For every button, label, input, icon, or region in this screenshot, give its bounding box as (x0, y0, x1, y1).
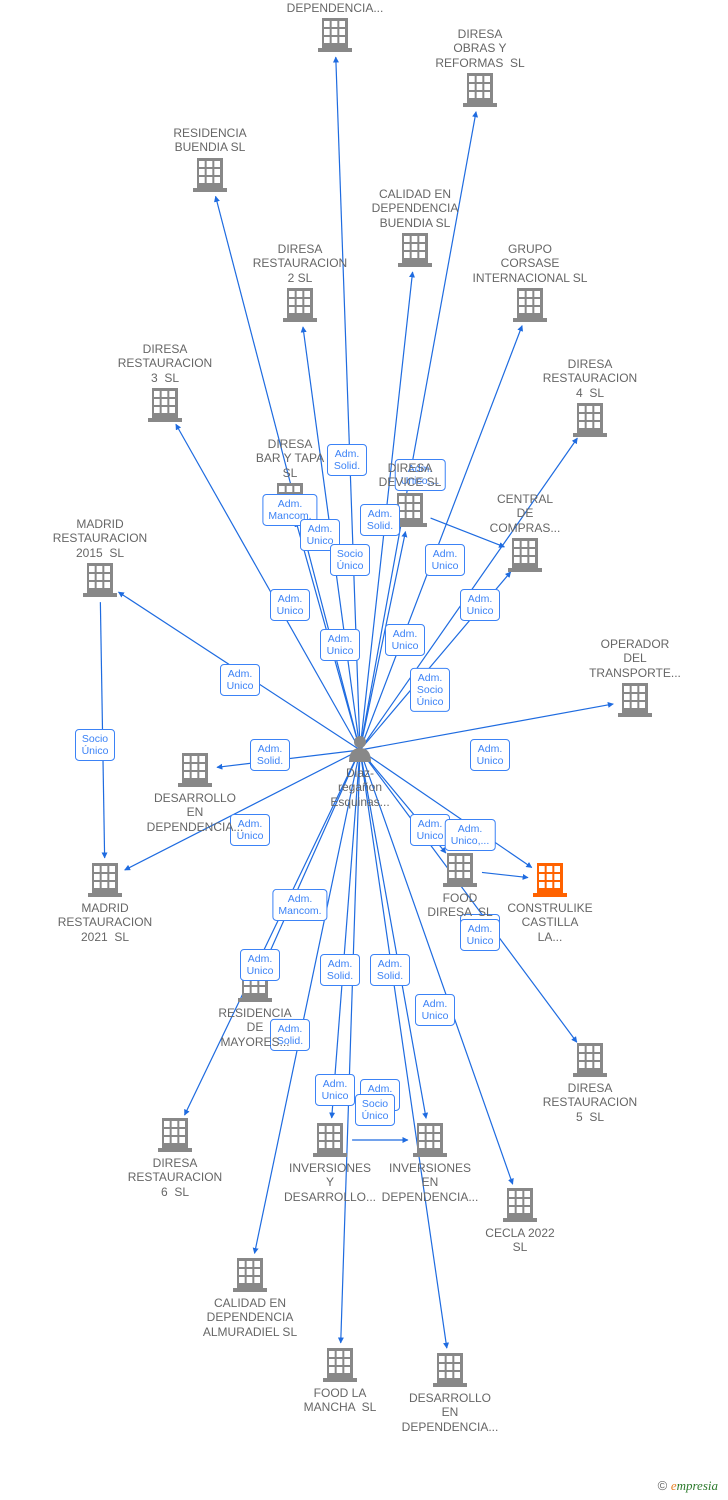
building-icon (413, 1123, 447, 1157)
building-icon (508, 538, 542, 572)
building-icon (273, 483, 307, 517)
building-icon (83, 563, 117, 597)
edge (431, 518, 505, 547)
building-icon (238, 968, 272, 1002)
edge (360, 750, 447, 1348)
building-icon (148, 388, 182, 422)
building-icon (88, 863, 122, 897)
building-icon (443, 853, 477, 887)
building-icon (398, 233, 432, 267)
edge (360, 572, 511, 750)
edge (118, 592, 360, 750)
building-icon (313, 1123, 347, 1157)
building-icon (573, 403, 607, 437)
edge (360, 750, 426, 1118)
edge (360, 704, 613, 750)
edge (341, 750, 360, 1343)
building-icon (283, 288, 317, 322)
building-icon (433, 1353, 467, 1387)
copyright-symbol: © (658, 1478, 668, 1493)
building-icon (533, 863, 567, 897)
building-icon (513, 288, 547, 322)
building-icon (463, 73, 497, 107)
brand-logo-rest: mpresia (677, 1478, 718, 1493)
edge (336, 57, 360, 750)
edge (216, 196, 360, 750)
edge (100, 602, 104, 858)
building-icon (503, 1188, 537, 1222)
copyright: © empresia (658, 1478, 718, 1494)
edge (176, 424, 360, 750)
edge (303, 327, 360, 750)
edge (296, 521, 360, 750)
edge (482, 872, 528, 877)
edge (360, 112, 476, 750)
edge (185, 750, 360, 1115)
building-icon (573, 1043, 607, 1077)
building-icon (193, 158, 227, 192)
building-icon (393, 493, 427, 527)
building-icon (233, 1258, 267, 1292)
building-icon (178, 753, 212, 787)
edge (360, 750, 513, 1184)
building-icon (618, 683, 652, 717)
building-icon (318, 18, 352, 52)
edge (360, 750, 532, 868)
building-icon (158, 1118, 192, 1152)
network-diagram (0, 0, 728, 1500)
edge (217, 750, 360, 767)
building-icon (323, 1348, 357, 1382)
edge (360, 326, 522, 750)
edge (125, 750, 360, 870)
